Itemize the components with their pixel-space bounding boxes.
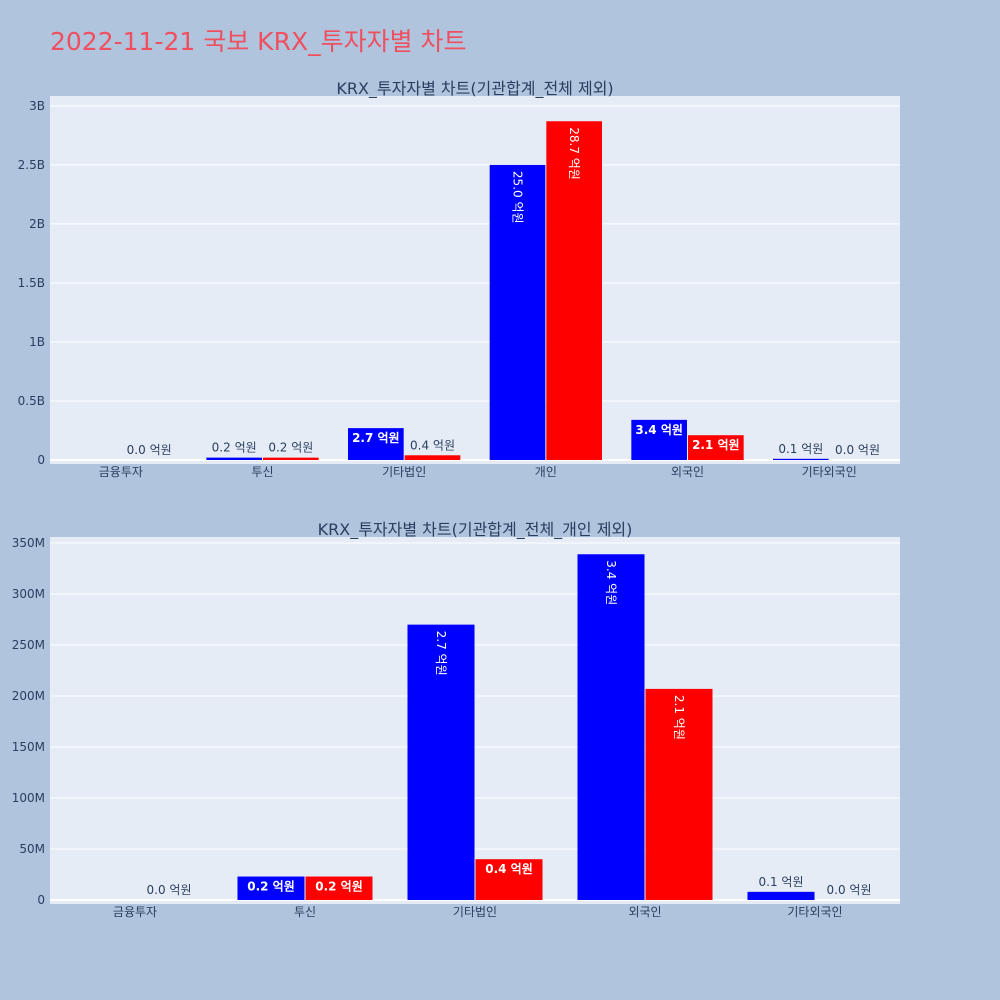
bar-data-label: 0.0 억원 [835, 443, 880, 457]
bar [631, 419, 687, 460]
bar [348, 428, 404, 460]
x-tick-label: 투신 [294, 905, 316, 919]
y-tick-label: 250M [12, 638, 45, 652]
bar-data-label: 0.2 억원 [268, 441, 313, 455]
page-title: 2022-11-21 국보 KRX_투자자별 차트 [50, 27, 467, 56]
bar-data-label: 2.7 억원 [434, 631, 448, 676]
chart-title: KRX_투자자별 차트(기관합계_전체_개인 제외) [318, 520, 633, 540]
y-tick-label: 150M [12, 740, 45, 754]
y-tick-label: 0 [37, 453, 45, 467]
bar-data-label: 2.7 억원 [352, 431, 400, 445]
y-tick-label: 350M [12, 536, 45, 550]
bar-data-label: 0.0 억원 [127, 443, 172, 457]
bar-data-label: 3.4 억원 [635, 423, 683, 437]
x-tick-label: 금융투자 [99, 465, 143, 479]
x-tick-label: 기타법인 [453, 905, 497, 919]
plot-area [50, 537, 900, 904]
x-tick-label: 기타외국인 [787, 905, 842, 919]
bar [407, 624, 475, 900]
y-tick-label: 1B [29, 335, 45, 349]
bar-data-label: 0.2 억원 [315, 880, 363, 894]
bar [475, 859, 543, 900]
chart-top: 0 0.5B 1B 1.5B 2B 2.5B 3B KRX_투자자별 차트(기관합계_전체 제… [18, 79, 900, 479]
bar-data-label: 2.1 억원 [672, 695, 686, 740]
bar [404, 455, 461, 460]
y-tick-label: 50M [19, 842, 45, 856]
x-tick-label: 개인 [535, 465, 557, 479]
bar [546, 121, 602, 460]
bar-data-label: 0.1 억원 [778, 442, 823, 456]
bar [747, 891, 815, 900]
bar-data-label: 3.4 억원 [604, 560, 618, 605]
y-tick-label: 3B [29, 99, 45, 113]
y-tick-label: 2.5B [18, 158, 45, 172]
x-tick-label: 기타법인 [382, 465, 426, 479]
plot-area [50, 96, 900, 464]
bar [489, 164, 546, 460]
x-tick-label: 투신 [251, 465, 273, 479]
y-tick-label: 0 [37, 893, 45, 907]
bar-data-label: 0.1 억원 [759, 875, 804, 889]
x-tick-label: 금융투자 [113, 905, 157, 919]
bar-data-label: 0.2 억원 [247, 880, 295, 894]
bar-data-label: 0.4 억원 [485, 862, 533, 876]
y-tick-label: 2B [29, 217, 45, 231]
y-tick-label: 1.5B [18, 276, 45, 290]
bar [577, 554, 645, 900]
bar-data-label: 0.0 억원 [827, 883, 872, 897]
x-tick-label: 외국인 [671, 465, 704, 479]
y-tick-label: 200M [12, 689, 45, 703]
bar [773, 458, 829, 460]
x-tick-label: 외국인 [628, 905, 661, 919]
y-tick-label: 100M [12, 791, 45, 805]
bar-data-label: 28.7 억원 [567, 127, 581, 180]
bar [645, 688, 713, 900]
bar [688, 435, 744, 460]
bar-data-label: 0.0 억원 [147, 883, 192, 897]
chart-bottom: 0 50M 100M 150M 200M 250M 300M 350M KRX_투자자별 차트(… [12, 520, 900, 919]
bar-data-label: 25.0 억원 [511, 171, 525, 224]
x-tick-label: 기타외국인 [802, 465, 857, 479]
chart-title: KRX_투자자별 차트(기관합계_전체 제외) [336, 79, 613, 99]
bar-data-label: 0.2 억원 [212, 441, 257, 455]
bar [263, 457, 319, 460]
bar [206, 457, 262, 460]
bar-data-label: 2.1 억원 [692, 438, 740, 452]
y-tick-label: 0.5B [18, 394, 45, 408]
bar [237, 876, 305, 900]
bar-data-label: 0.4 억원 [410, 438, 455, 452]
bar [305, 876, 373, 900]
y-tick-label: 300M [12, 587, 45, 601]
